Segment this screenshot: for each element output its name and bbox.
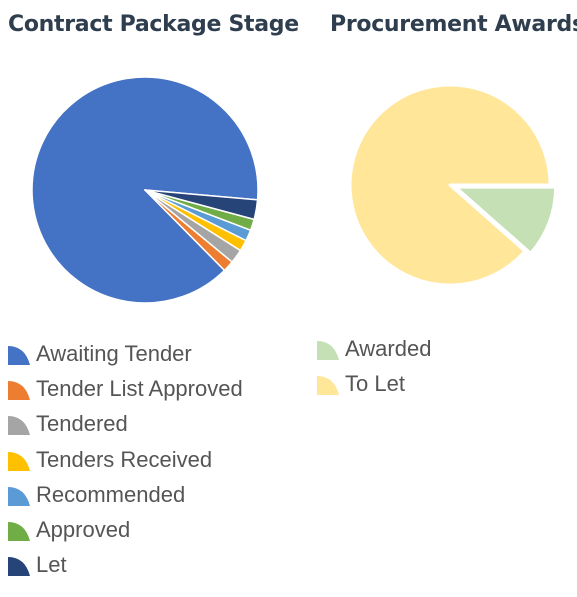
legend-label-tender-list-approved: Tender List Approved [36, 375, 243, 401]
pie-slice-let [144, 189, 259, 221]
legend-item-awaiting-tender: Awaiting Tender [8, 336, 243, 371]
legend-label-tenders-received: Tenders Received [36, 446, 213, 472]
contract-package-stage-pie [31, 76, 259, 304]
contract-package-stage-legend: Awaiting Tender Tender List Approved Tende… [8, 336, 243, 583]
legend-item-to-let: To Let [317, 366, 431, 401]
legend-item-recommended: Recommended [8, 477, 243, 512]
legend-swatch-tendered [8, 416, 30, 436]
chart-title-procurement-awards: Procurement Awards [330, 12, 577, 37]
legend-item-approved: Approved [8, 512, 243, 547]
procurement-awards-pie [348, 83, 558, 287]
legend-label-recommended: Recommended [36, 481, 186, 507]
legend-label-to-let: To Let [345, 370, 405, 396]
pie-slice-to-let [348, 83, 552, 287]
legend-swatch-awaiting-tender [8, 345, 30, 365]
legend-swatch-tenders-received [8, 451, 30, 471]
legend-item-let: Let [8, 548, 243, 583]
legend-label-awaiting-tender: Awaiting Tender [36, 340, 192, 366]
legend-label-awarded: Awarded [345, 335, 432, 361]
pie-slice-awarded [454, 185, 558, 255]
legend-item-awarded: Awarded [317, 331, 431, 366]
legend-swatch-tender-list-approved [8, 380, 30, 400]
legend-swatch-approved [8, 522, 30, 542]
legend-swatch-recommended [8, 486, 30, 506]
legend-swatch-let [8, 557, 30, 577]
chart-title-contract-package-stage: Contract Package Stage [8, 12, 299, 37]
procurement-awards-legend: Awarded To Let [317, 331, 431, 402]
legend-item-tendered: Tendered [8, 407, 243, 442]
legend-item-tenders-received: Tenders Received [8, 442, 243, 477]
legend-label-tendered: Tendered [36, 411, 128, 437]
legend-swatch-awarded [317, 340, 339, 360]
legend-swatch-to-let [317, 375, 339, 395]
legend-label-let: Let [36, 552, 67, 578]
legend-label-approved: Approved [36, 517, 131, 543]
legend-item-tender-list-approved: Tender List Approved [8, 371, 243, 406]
